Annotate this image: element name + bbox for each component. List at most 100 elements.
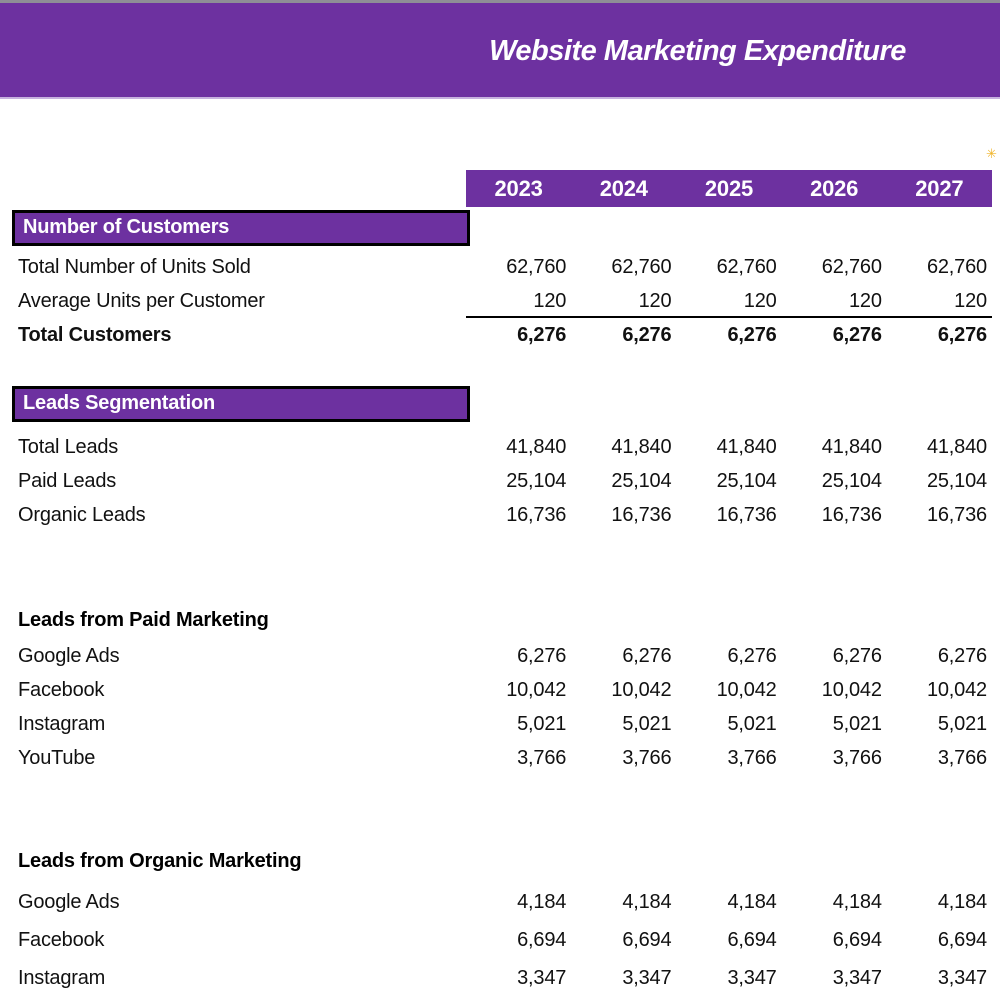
table-row: Paid Leads 25,104 25,104 25,104 25,104 2… xyxy=(0,464,992,498)
row-label[interactable]: Facebook xyxy=(18,679,105,701)
cell-value[interactable]: 120 xyxy=(954,290,987,312)
year-column-header-2025[interactable]: 2025 xyxy=(704,176,754,201)
cell-value[interactable]: 10,042 xyxy=(926,679,987,701)
cell-value[interactable]: 10,042 xyxy=(821,679,882,701)
cell-value[interactable]: 5,021 xyxy=(832,713,882,735)
row-label[interactable]: Facebook xyxy=(18,929,105,951)
section-header-number-of-customers[interactable]: Number of Customers xyxy=(12,210,470,246)
cell-value[interactable]: 3,347 xyxy=(832,967,882,989)
row-label[interactable]: Paid Leads xyxy=(18,470,117,492)
cell-value[interactable]: 4,184 xyxy=(937,891,987,913)
cell-value[interactable]: 4,184 xyxy=(517,891,567,913)
cell-value[interactable]: 41,840 xyxy=(716,436,777,458)
row-label[interactable]: Average Units per Customer xyxy=(18,290,265,312)
cell-value[interactable]: 4,184 xyxy=(727,891,777,913)
year-column-header-2023[interactable]: 2023 xyxy=(494,176,543,201)
cell-value[interactable]: 120 xyxy=(743,290,777,312)
row-label[interactable]: Total Leads xyxy=(18,436,119,458)
cell-value[interactable]: 120 xyxy=(848,290,882,312)
year-column-header-2027[interactable]: 2027 xyxy=(915,176,964,201)
cell-value[interactable]: 3,766 xyxy=(832,747,882,769)
corner-marker-icon: ✳ xyxy=(986,146,997,161)
cell-value[interactable]: 25,104 xyxy=(506,470,567,492)
cell-value[interactable]: 6,694 xyxy=(622,929,672,951)
cell-value[interactable]: 6,694 xyxy=(832,929,882,951)
cell-value[interactable]: 62,760 xyxy=(506,256,567,278)
cell-value[interactable]: 62,760 xyxy=(926,256,987,278)
table-row-total: Total Customers 6,276 6,276 6,276 6,276 … xyxy=(0,318,992,352)
cell-value[interactable]: 3,766 xyxy=(727,747,777,769)
cell-value[interactable]: 41,840 xyxy=(506,436,567,458)
cell-value[interactable]: 62,760 xyxy=(821,256,882,278)
cell-value[interactable]: 3,347 xyxy=(622,967,672,989)
cell-value[interactable]: 25,104 xyxy=(821,470,882,492)
row-label[interactable]: Total Customers xyxy=(18,324,172,346)
cell-value[interactable]: 5,021 xyxy=(517,713,567,735)
row-label[interactable]: Google Ads xyxy=(18,645,120,667)
cell-value[interactable]: 10,042 xyxy=(611,679,672,701)
cell-value[interactable]: 6,694 xyxy=(937,929,987,951)
cell-value[interactable]: 41,840 xyxy=(611,436,672,458)
cell-value[interactable]: 120 xyxy=(638,290,672,312)
table-row: Organic Leads 16,736 16,736 16,736 16,73… xyxy=(0,498,992,532)
cell-value[interactable]: 6,694 xyxy=(727,929,777,951)
row-label[interactable]: Google Ads xyxy=(18,891,120,913)
cell-value[interactable]: 6,276 xyxy=(832,324,882,346)
section-header-leads-from-paid-marketing[interactable]: Leads from Paid Marketing xyxy=(18,609,269,631)
row-values: 4,184 4,184 4,184 4,184 4,184 xyxy=(466,883,992,921)
cell-value[interactable]: 6,276 xyxy=(937,645,987,667)
table-row: Google Ads 6,276 6,276 6,276 6,276 6,276 xyxy=(0,639,992,673)
cell-value[interactable]: 41,840 xyxy=(821,436,882,458)
cell-value[interactable]: 6,276 xyxy=(832,645,882,667)
cell-value[interactable]: 25,104 xyxy=(716,470,777,492)
cell-value[interactable]: 62,760 xyxy=(716,256,777,278)
cell-value[interactable]: 5,021 xyxy=(937,713,987,735)
cell-value[interactable]: 16,736 xyxy=(821,504,882,526)
row-label[interactable]: Organic Leads xyxy=(18,504,146,526)
cell-value[interactable]: 16,736 xyxy=(716,504,777,526)
row-values: 5,021 5,021 5,021 5,021 5,021 xyxy=(466,707,992,741)
cell-value[interactable]: 120 xyxy=(533,290,567,312)
cell-value[interactable]: 10,042 xyxy=(506,679,567,701)
row-label[interactable]: Instagram xyxy=(18,713,106,735)
cell-value[interactable]: 6,694 xyxy=(517,929,567,951)
cell-value[interactable]: 10,042 xyxy=(716,679,777,701)
cell-value[interactable]: 6,276 xyxy=(937,324,987,346)
row-values: 6,276 6,276 6,276 6,276 6,276 xyxy=(466,318,992,352)
cell-value[interactable]: 5,021 xyxy=(622,713,672,735)
cell-value[interactable]: 6,276 xyxy=(727,324,777,346)
cell-value[interactable]: 25,104 xyxy=(926,470,987,492)
row-values: 41,840 41,840 41,840 41,840 41,840 xyxy=(466,430,992,464)
cell-value[interactable]: 3,347 xyxy=(517,967,567,989)
cell-value[interactable]: 6,276 xyxy=(622,645,672,667)
cell-value[interactable]: 5,021 xyxy=(727,713,777,735)
cell-value[interactable]: 6,276 xyxy=(727,645,777,667)
cell-value[interactable]: 41,840 xyxy=(926,436,987,458)
row-label[interactable]: YouTube xyxy=(18,747,96,769)
cell-value[interactable]: 4,184 xyxy=(832,891,882,913)
cell-value[interactable]: 16,736 xyxy=(611,504,672,526)
cell-value[interactable]: 62,760 xyxy=(611,256,672,278)
cell-value[interactable]: 6,276 xyxy=(517,645,567,667)
cell-value[interactable]: 25,104 xyxy=(611,470,672,492)
row-values: 16,736 16,736 16,736 16,736 16,736 xyxy=(466,498,992,532)
cell-value[interactable]: 3,766 xyxy=(517,747,567,769)
cell-value[interactable]: 3,347 xyxy=(727,967,777,989)
row-values: 6,694 6,694 6,694 6,694 6,694 xyxy=(466,921,992,959)
year-column-header-2024[interactable]: 2024 xyxy=(599,176,648,201)
table-row: Google Ads 4,184 4,184 4,184 4,184 4,184 xyxy=(0,883,992,921)
section-header-leads-from-organic-marketing[interactable]: Leads from Organic Marketing xyxy=(18,850,302,872)
cell-value[interactable]: 3,766 xyxy=(937,747,987,769)
row-label[interactable]: Instagram xyxy=(18,967,106,989)
cell-value[interactable]: 6,276 xyxy=(517,324,567,346)
row-label[interactable]: Total Number of Units Sold xyxy=(18,256,251,278)
cell-value[interactable]: 16,736 xyxy=(926,504,987,526)
cell-value[interactable]: 4,184 xyxy=(622,891,672,913)
section-header-leads-segmentation[interactable]: Leads Segmentation xyxy=(12,386,470,422)
cell-value[interactable]: 6,276 xyxy=(622,324,672,346)
cell-value[interactable]: 3,347 xyxy=(937,967,987,989)
cell-value[interactable]: 16,736 xyxy=(506,504,567,526)
year-column-header-2026[interactable]: 2026 xyxy=(810,176,859,201)
cell-value[interactable]: 3,766 xyxy=(622,747,672,769)
